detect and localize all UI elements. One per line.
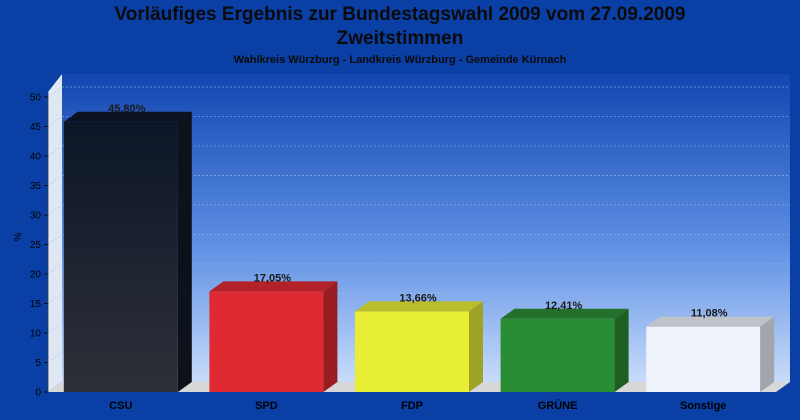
- gridline-side: [47, 204, 63, 216]
- gridline-side: [47, 145, 63, 157]
- bar-front: [355, 311, 469, 392]
- bar-front: [209, 291, 324, 392]
- y-tick-label: 10: [30, 329, 42, 340]
- y-tick-label: 50: [30, 93, 42, 104]
- chart-title: Vorläufiges Ergebnis zur Bundestagswahl …: [114, 4, 686, 25]
- x-tick-label: SPD: [255, 400, 278, 412]
- bar-grüne: 12,41%: [500, 300, 629, 392]
- y-tick-label: 45: [30, 122, 42, 133]
- bar-top: [500, 308, 629, 319]
- bar-front: [500, 318, 615, 392]
- bar-top: [355, 301, 483, 312]
- gridline-side: [47, 175, 63, 186]
- data-label: 11,08%: [691, 308, 728, 320]
- bar-top: [646, 316, 775, 327]
- bar-side: [760, 316, 775, 392]
- x-tick-label: Sonstige: [680, 400, 726, 412]
- bar-spd: 17,05%: [209, 272, 338, 392]
- gridline-side: [47, 352, 63, 363]
- y-tick-label: 35: [30, 181, 42, 192]
- x-tick-label: CSU: [109, 400, 132, 412]
- y-tick-label: 25: [30, 240, 42, 251]
- bar-top: [209, 281, 338, 292]
- bar-front: [646, 326, 761, 392]
- y-tick-label: 0: [35, 388, 41, 399]
- y-axis-label: %: [13, 232, 24, 241]
- bar-front: [63, 121, 178, 392]
- data-label: 12,41%: [545, 300, 583, 312]
- gridline-side: [47, 263, 63, 275]
- y-tick-label: 40: [30, 152, 42, 163]
- data-label: 13,66%: [399, 292, 437, 304]
- bar-sonstige: 11,08%: [646, 308, 775, 392]
- chart-subtitle: Wahlkreis Würzburg - Landkreis Würzburg …: [233, 54, 567, 66]
- bar-top: [63, 111, 192, 122]
- y-tick-label: 20: [30, 270, 42, 281]
- bar-fdp: 13,66%: [355, 292, 483, 392]
- bar-side: [614, 308, 629, 392]
- bar-side: [469, 301, 483, 392]
- bar-csu: 45,80%: [63, 103, 192, 392]
- y-tick-label: 30: [30, 211, 42, 222]
- y-tick-label: 15: [30, 299, 42, 310]
- y-tick-label: 5: [35, 358, 41, 369]
- gridline-side: [47, 322, 63, 334]
- gridline-side: [47, 234, 63, 245]
- x-tick-label: FDP: [401, 400, 423, 412]
- gridline-side: [47, 116, 63, 127]
- gridline-side: [47, 293, 63, 304]
- data-label: 45,80%: [108, 103, 146, 115]
- bar-side: [177, 111, 192, 392]
- gridline-side: [47, 86, 63, 98]
- chart-title-line2: Zweitstimmen: [336, 28, 464, 49]
- data-label: 17,05%: [254, 272, 292, 284]
- x-tick-label: GRÜNE: [538, 399, 578, 412]
- bar-side: [323, 281, 338, 392]
